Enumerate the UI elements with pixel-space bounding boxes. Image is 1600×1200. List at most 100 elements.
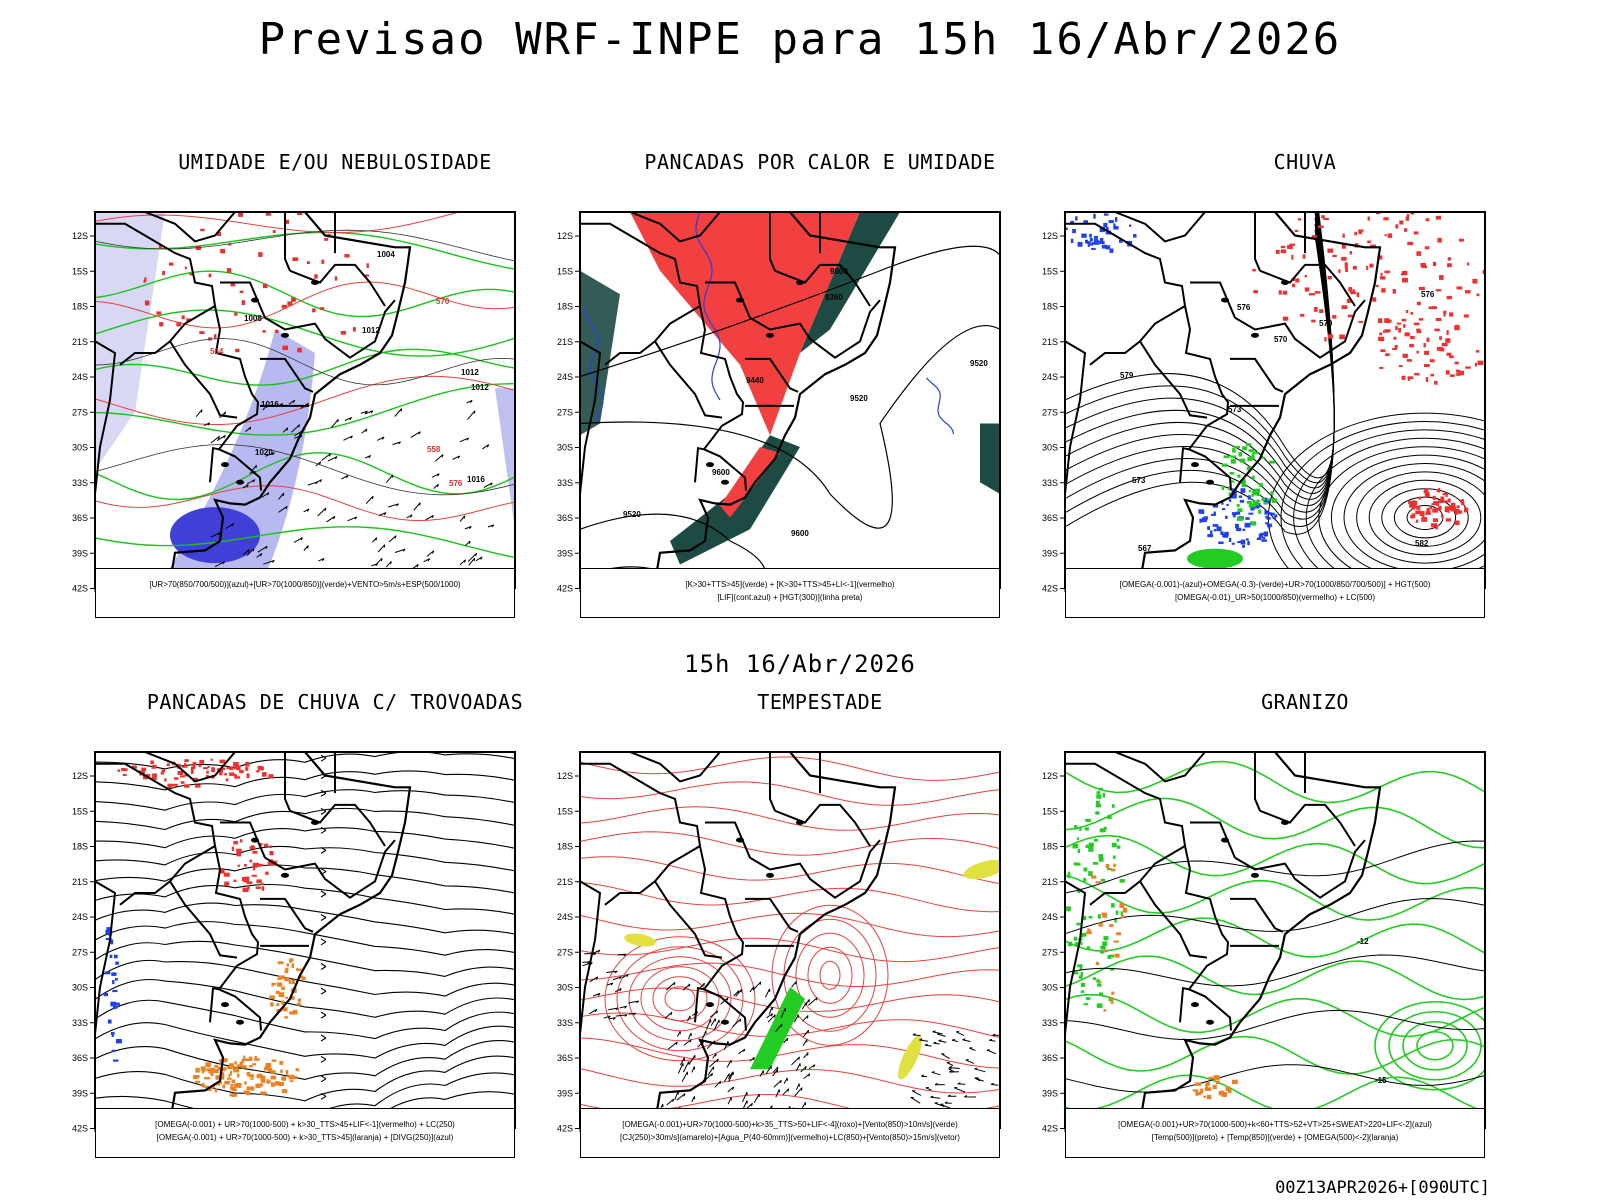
lake-marker bbox=[311, 280, 319, 285]
lat-tick-label: 21S bbox=[72, 877, 88, 887]
panel-legend: [OMEGA(-0.001) + UR>70(1000-500) + k>30_… bbox=[95, 1108, 515, 1158]
contour-label: 564 bbox=[210, 347, 224, 356]
forecast-panel-1: UMIDADE E/OU NEBULOSIDADE 1008 1012 1012 101… bbox=[72, 150, 575, 620]
lat-tick-label: 36S bbox=[557, 1053, 573, 1063]
contour-label: 1008 bbox=[244, 314, 262, 323]
lat-tick-label: 39S bbox=[557, 548, 573, 558]
omega-green-core bbox=[1187, 548, 1243, 569]
legend-line: [OMEGA(-0.001)+UR>70(1000-500)+k>35_TTS>… bbox=[622, 1120, 958, 1129]
legend-line: [OMEGA(-0.001)+UR>70(1000-500)+k<60+TTS>… bbox=[1118, 1120, 1432, 1129]
lat-tick-label: 18S bbox=[1042, 842, 1058, 852]
lake-marker bbox=[236, 1019, 244, 1025]
lat-tick-label: 39S bbox=[1042, 548, 1058, 558]
lat-tick-label: 15S bbox=[72, 266, 88, 276]
contour-label: 579 bbox=[1120, 371, 1134, 380]
lat-tick-label: 33S bbox=[72, 478, 88, 488]
contour-label: 570 bbox=[1319, 319, 1333, 328]
contour-label: 9600 bbox=[712, 468, 730, 477]
forecast-panel-4: PANCADAS DE CHUVA C/ TROVOADAS 12S 15S 18S 2… bbox=[72, 690, 575, 1160]
panel-legend: [OMEGA(-0.001)+UR>70(1000-500)+k<60+TTS>… bbox=[1065, 1108, 1485, 1158]
contour-label: 1020 bbox=[255, 448, 273, 457]
lake-marker bbox=[281, 872, 289, 878]
forecast-panel-3: CHUVA 582 579 576 573 570 567 576 570 573 12S 15S 18… bbox=[1042, 150, 1545, 620]
lake-marker bbox=[796, 820, 804, 825]
contour-label: 1012 bbox=[471, 383, 489, 392]
lat-tick-label: 18S bbox=[557, 302, 573, 312]
lat-tick-label: 12S bbox=[557, 231, 573, 241]
contour-label: 582 bbox=[1415, 539, 1429, 548]
thunder-orange-coast bbox=[269, 958, 306, 1019]
thickness-contours-red bbox=[95, 212, 515, 522]
forecast-map: 12S15S18S21S24S27S30S33S36S39S42S70W65W6… bbox=[557, 751, 1001, 1133]
panel-title: CHUVA bbox=[1273, 150, 1337, 174]
forecast-panel-2: PANCADAS POR CALOR E UMIDADE 9600 9600 9600… bbox=[557, 150, 1060, 620]
lake-marker bbox=[1206, 1019, 1214, 1025]
wind850-vectors-east bbox=[910, 1030, 1000, 1114]
legend-line: [OMEGA(-0.01)_UR>50(1000/850)(vermelho) … bbox=[1174, 593, 1376, 602]
thickness-red-labels bbox=[143, 212, 369, 353]
forecast-map: 1008 1012 1012 1012 1016 1016 1020 1004 576 570 56… bbox=[72, 211, 516, 592]
lat-tick-label: 27S bbox=[1042, 407, 1058, 417]
forecast-map: 12S15S18S21S24S27S30S33S36S39S42S70W65W6… bbox=[72, 751, 516, 1132]
lat-tick-label: 27S bbox=[1042, 947, 1058, 957]
lat-tick-label: 12S bbox=[557, 771, 573, 781]
political-borders bbox=[1065, 752, 1366, 1035]
lat-tick-label: 42S bbox=[557, 1124, 573, 1133]
contour-label: 1012 bbox=[362, 326, 380, 335]
contour-label: 9520 bbox=[623, 510, 641, 519]
temp850-green-contours bbox=[1065, 760, 1485, 1113]
contour-label: 1016 bbox=[467, 475, 485, 484]
ocean-green bbox=[980, 423, 1000, 494]
forecast-map: 582 579 576 573 570 567 576 570 573 12S 15S 18S 21S 2… bbox=[1042, 211, 1486, 592]
lat-tick-label: 15S bbox=[557, 806, 573, 816]
lake-marker bbox=[1191, 462, 1199, 468]
lake-marker bbox=[706, 462, 714, 468]
lat-tick-label: 30S bbox=[72, 443, 88, 453]
lat-tick-label: 42S bbox=[1042, 1124, 1058, 1133]
lat-tick-label: 15S bbox=[1042, 266, 1058, 276]
lat-tick-label: 18S bbox=[72, 302, 88, 312]
forecast-panel-5: TEMPESTADE 12S 15S 18S 21S 24S 27S 30S 33S 36S 39S… bbox=[557, 690, 1060, 1160]
panel-title: PANCADAS DE CHUVA C/ TROVOADAS bbox=[146, 690, 524, 714]
lat-tick-label: 36S bbox=[557, 513, 573, 523]
lat-tick-label: 21S bbox=[557, 877, 573, 887]
lat-tick-label: 18S bbox=[72, 842, 88, 852]
rain-red-north bbox=[1252, 212, 1485, 342]
lat-tick-label: 15S bbox=[557, 266, 573, 276]
lif-contours-blue bbox=[584, 212, 954, 435]
omega500-orange bbox=[1192, 1075, 1238, 1100]
lat-tick-label: 18S bbox=[557, 842, 573, 852]
lake-marker bbox=[1191, 1002, 1199, 1008]
low-level-humidity-green bbox=[95, 231, 515, 559]
contour-label: 1004 bbox=[377, 250, 395, 259]
forecast-map: -12-1512S15S18S21S24S27S30S33S36S39S42S7… bbox=[1042, 751, 1486, 1133]
lake-marker bbox=[1206, 479, 1214, 485]
lake-marker bbox=[766, 332, 774, 338]
contour-label: 9440 bbox=[746, 376, 764, 385]
contour-label: 9600 bbox=[791, 529, 809, 538]
lake-marker bbox=[311, 820, 319, 825]
coastline bbox=[628, 212, 897, 588]
contour-label: 573 bbox=[1228, 405, 1242, 414]
lat-tick-label: 39S bbox=[557, 1088, 573, 1098]
contour-label: -15 bbox=[1375, 1076, 1387, 1085]
contour-label: 576 bbox=[449, 479, 463, 488]
lat-tick-label: 27S bbox=[72, 947, 88, 957]
lat-tick-label: 30S bbox=[1042, 443, 1058, 453]
omega500-orange-andes bbox=[1086, 863, 1128, 1012]
lat-tick-label: 36S bbox=[72, 1053, 88, 1063]
contour-label: 576 bbox=[1421, 290, 1435, 299]
legend-line: [OMEGA(-0.001)-(azul)+OMEGA(-0.3)-(verde… bbox=[1119, 580, 1431, 589]
lat-tick-label: 39S bbox=[72, 548, 88, 558]
contour-label: 9600 bbox=[830, 267, 848, 276]
lat-tick-label: 12S bbox=[72, 771, 88, 781]
lat-tick-label: 24S bbox=[72, 372, 88, 382]
wind850-vectors-west bbox=[582, 949, 640, 1020]
lat-tick-label: 21S bbox=[1042, 337, 1058, 347]
panel-legend: [OMEGA(-0.001)+UR>70(1000-500)+k>35_TTS>… bbox=[580, 1108, 1000, 1158]
run-footer: 00Z13APR2026+[090UTC] bbox=[1275, 1178, 1490, 1198]
lake-marker bbox=[1281, 820, 1289, 825]
lat-tick-label: 15S bbox=[72, 806, 88, 816]
contour-labels: 582 579 576 573 570 567 576 570 573 bbox=[1120, 290, 1435, 553]
lake-marker bbox=[221, 462, 229, 468]
